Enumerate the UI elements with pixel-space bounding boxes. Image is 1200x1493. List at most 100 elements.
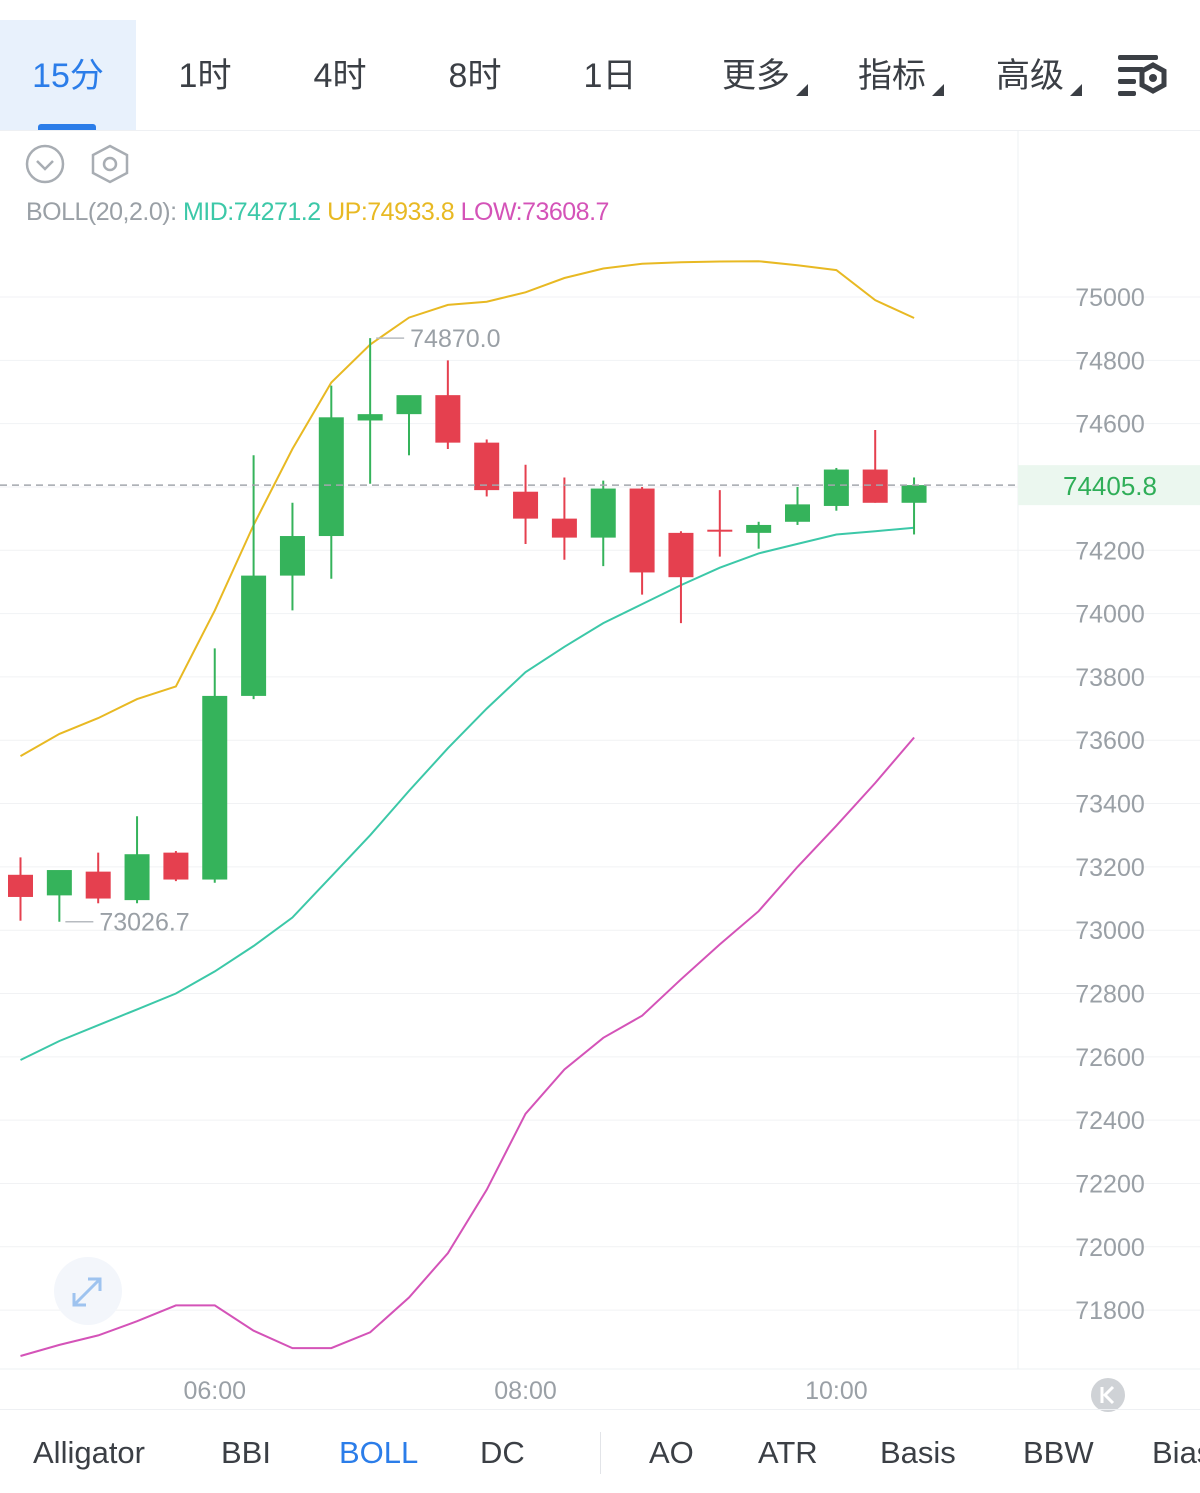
tab-label: 指标	[858, 57, 926, 95]
indicator-dc[interactable]: DC	[480, 1410, 525, 1493]
candle-body	[279, 536, 305, 576]
tab-advanced[interactable]: 高级	[980, 20, 1082, 130]
expand-arrows-icon[interactable]	[52, 1255, 124, 1327]
x-tick-label: 06:00	[183, 1377, 246, 1405]
indicator-bbw[interactable]: BBW	[1023, 1410, 1094, 1493]
candle-body	[474, 442, 500, 491]
tab-more[interactable]: 更多	[706, 20, 808, 130]
y-tick-label: 74200	[1075, 537, 1145, 565]
high-annotation-label: 74870.0	[410, 325, 500, 353]
y-tick-label: 72200	[1075, 1170, 1145, 1198]
indicator-label: Alligator	[33, 1435, 145, 1470]
y-tick-label: 73000	[1075, 917, 1145, 945]
y-tick-label: 71800	[1075, 1297, 1145, 1325]
indicator-label: Basis	[880, 1435, 956, 1470]
boll-up-line	[20, 260, 915, 757]
candle-body	[202, 695, 228, 880]
candle-body	[862, 469, 888, 503]
indicator-label: DC	[480, 1435, 525, 1470]
legend-up-value: 74933.8	[367, 198, 455, 226]
indicator-atr[interactable]: ATR	[758, 1410, 818, 1493]
candle-body	[746, 524, 772, 533]
candle-body	[551, 518, 577, 538]
y-tick-label: 74800	[1075, 347, 1145, 375]
legend-low-label: LOW:	[460, 198, 523, 226]
x-tick-label: 08:00	[494, 1377, 557, 1405]
indicator-basis[interactable]: Basis	[880, 1410, 956, 1493]
candle-body	[396, 395, 422, 415]
indicator-bbi[interactable]: BBI	[221, 1410, 271, 1493]
y-tick-label: 73400	[1075, 791, 1145, 819]
tab-label: 1日	[583, 57, 637, 95]
indicator-bar: Alligator BBI BOLL DC AO ATR Basis BBW B…	[0, 1409, 1200, 1493]
tab-15min[interactable]: 15分	[0, 20, 136, 130]
indicator-label: ATR	[758, 1435, 818, 1470]
tab-label: 8时	[448, 57, 502, 95]
boll-legend: BOLL(20,2.0): MID:74271.2 UP:74933.8 LOW…	[26, 198, 609, 227]
indicator-boll[interactable]: BOLL	[339, 1410, 418, 1493]
candle-body	[241, 575, 267, 696]
chart-area[interactable]: 75000 74800 74600 74200 74000 73800 73600 73400…	[0, 131, 1200, 1412]
indicator-ao[interactable]: AO	[649, 1410, 694, 1493]
hexagon-settings-icon[interactable]	[88, 143, 132, 185]
indicator-label: BBI	[221, 1435, 271, 1470]
indicator-alligator[interactable]: Alligator	[33, 1410, 145, 1493]
candle-body	[823, 469, 849, 506]
tab-label: 4时	[313, 57, 367, 95]
candle-body	[163, 852, 189, 880]
tab-8h[interactable]: 8时	[420, 20, 530, 130]
y-tick-label: 72400	[1075, 1107, 1145, 1135]
y-tick-label: 72000	[1075, 1234, 1145, 1262]
candle-body	[435, 395, 461, 443]
dropdown-caret-icon	[932, 84, 944, 96]
candle-body	[357, 414, 383, 421]
candle-body	[668, 532, 694, 578]
tab-4h[interactable]: 4时	[285, 20, 395, 130]
legend-mid-value: 74271.2	[233, 198, 321, 226]
chart-settings-icon[interactable]	[1112, 50, 1172, 100]
dropdown-caret-icon	[1070, 84, 1082, 96]
timeframe-bar: 15分 1时 4时 8时 1日 更多 指标 高级	[0, 0, 1200, 131]
low-annotation-label: 73026.7	[99, 909, 189, 937]
y-tick-label: 73600	[1075, 727, 1145, 755]
y-tick-label: 73200	[1075, 854, 1145, 882]
candle-body	[901, 485, 927, 503]
boll-mid-line	[20, 526, 915, 1061]
candle-body	[46, 870, 72, 896]
indicator-bias[interactable]: Bias	[1152, 1410, 1200, 1493]
candle-body	[124, 854, 150, 901]
last-price-tag	[1018, 465, 1200, 506]
indicator-label: Bias	[1152, 1435, 1200, 1470]
candle-body	[629, 488, 655, 573]
tab-label: 1时	[178, 57, 232, 95]
candle-body	[707, 529, 733, 532]
legend-up-label: UP:	[327, 198, 368, 226]
last-price-label: 74405.8	[1063, 471, 1157, 501]
candle-body	[785, 504, 810, 522]
y-tick-label: 73800	[1075, 664, 1145, 692]
tab-1d[interactable]: 1日	[555, 20, 665, 130]
candle-body	[85, 871, 111, 899]
candle-body	[513, 491, 539, 519]
y-tick-label: 75000	[1075, 284, 1145, 312]
tab-indicators[interactable]: 指标	[842, 20, 944, 130]
legend-name: BOLL(20,2.0):	[26, 198, 177, 226]
candle-body	[8, 874, 33, 897]
indicator-label: BBW	[1023, 1435, 1094, 1470]
tab-1h[interactable]: 1时	[150, 20, 260, 130]
y-tick-label: 74000	[1075, 601, 1145, 629]
y-tick-label: 74600	[1075, 411, 1145, 439]
tab-label: 15分	[32, 57, 104, 95]
legend-low-value: 73608.7	[522, 198, 609, 226]
scroll-to-latest-icon[interactable]	[1089, 1376, 1127, 1414]
x-tick-label: 10:00	[805, 1377, 868, 1405]
indicator-label: AO	[649, 1435, 694, 1470]
candle-body	[590, 488, 616, 538]
candlestick-chart[interactable]: 75000 74800 74600 74200 74000 73800 73600 73400…	[0, 131, 1200, 1409]
boll-low-line	[20, 736, 915, 1357]
tab-label: 更多	[722, 57, 790, 95]
chevron-down-circle-icon[interactable]	[24, 143, 66, 185]
active-tab-indicator	[38, 124, 96, 130]
indicator-label: BOLL	[339, 1435, 419, 1470]
dropdown-caret-icon	[796, 84, 808, 96]
